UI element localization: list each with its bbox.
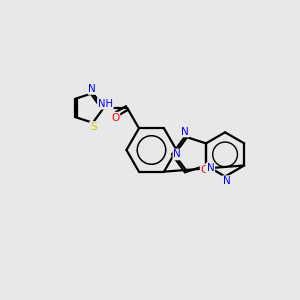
Text: S: S — [90, 122, 97, 132]
Text: N: N — [173, 149, 181, 159]
Text: NH: NH — [98, 99, 113, 109]
Text: N: N — [223, 176, 230, 186]
Text: N: N — [181, 127, 189, 136]
Text: N: N — [206, 164, 214, 173]
Text: N: N — [88, 84, 96, 94]
Text: O: O — [201, 165, 209, 175]
Text: O: O — [111, 112, 119, 123]
